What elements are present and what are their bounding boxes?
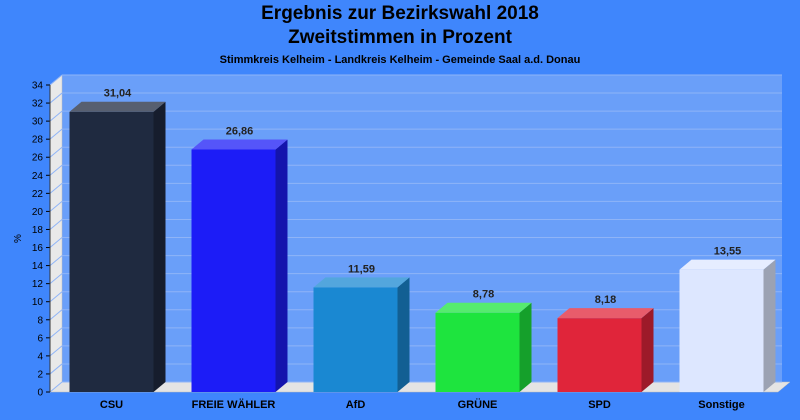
bar-side [275,139,288,392]
grid-line-side [49,92,63,104]
bar-value-label: 31,04 [104,88,132,100]
y-tick-label: 28 [32,135,44,146]
y-tick-label: 10 [32,297,44,308]
bar-value-label: 11,59 [348,263,375,275]
grid-line-side [49,255,63,266]
y-axis-label: % [13,234,24,243]
y-tick-label: 24 [32,171,44,182]
grid-line-side [49,291,63,303]
grid-line-side [49,237,63,248]
grid-line-side [49,309,63,321]
x-category-label: AfD [346,399,366,411]
grid-line-side [49,164,63,176]
y-tick-label: 22 [32,189,44,200]
grid-line-side [49,273,63,285]
bar-top [313,277,410,288]
grid-line-side [49,110,63,122]
y-tick-label: 26 [32,153,44,164]
chart-subtitle: Stimmkreis Kelheim - Landkreis Kelheim -… [219,54,581,66]
bar-value-label: 8,18 [595,294,616,306]
y-tick-label: 32 [32,99,44,110]
x-category-label: SPD [588,399,611,411]
bar-value-label: 8,78 [473,289,494,301]
grid-line-side [49,327,63,339]
bar [191,149,276,392]
x-category-label: Sonstige [698,399,744,411]
grid-line-side [49,146,63,158]
y-tick-label: 16 [32,243,44,254]
y-tick-label: 4 [37,351,43,362]
bar [557,318,642,392]
bar-top [557,308,654,319]
bar-top [679,259,776,270]
y-tick-label: 14 [32,261,44,272]
bar-side [519,302,532,392]
x-category-label: CSU [100,399,123,411]
bar [679,269,764,392]
grid-line-side [49,201,63,212]
y-tick-label: 2 [37,369,43,380]
grid-line-side [49,363,63,375]
y-tick-label: 6 [37,333,43,344]
chart-title-line2: Zweitstimmen in Prozent [288,27,512,48]
x-category-label: FREIE WÄHLER [192,398,276,411]
y-tick-label: 8 [37,315,43,326]
bar-side [641,308,654,392]
bar-top [435,302,532,313]
plot-back-wall [62,75,782,382]
y-tick-label: 34 [32,81,44,92]
grid-line-side [49,128,63,140]
grid-line-side [49,345,63,357]
grid-line-side [49,74,63,86]
y-tick-label: 30 [32,117,44,128]
bar [435,312,520,392]
bar-top [69,101,166,112]
chart-title: Ergebnis zur Bezirkswahl 2018 [261,3,539,24]
bar-top [191,139,288,150]
bar-value-label: 26,86 [226,125,254,137]
plot-side-wall [49,74,63,393]
bar-value-label: 13,55 [714,246,742,258]
y-tick-label: 0 [37,388,43,399]
grid-line-side [49,182,63,194]
bar-side [763,259,776,392]
grid-line-side [49,381,63,393]
bar [313,287,398,392]
y-tick-label: 12 [32,279,44,290]
grid-line-side [49,219,63,230]
bar-side [153,101,166,393]
y-tick-label: 18 [32,225,44,236]
bar-side [397,277,410,392]
bar [69,111,154,393]
y-tick-label: 20 [32,207,44,218]
x-category-label: GRÜNE [458,398,498,411]
